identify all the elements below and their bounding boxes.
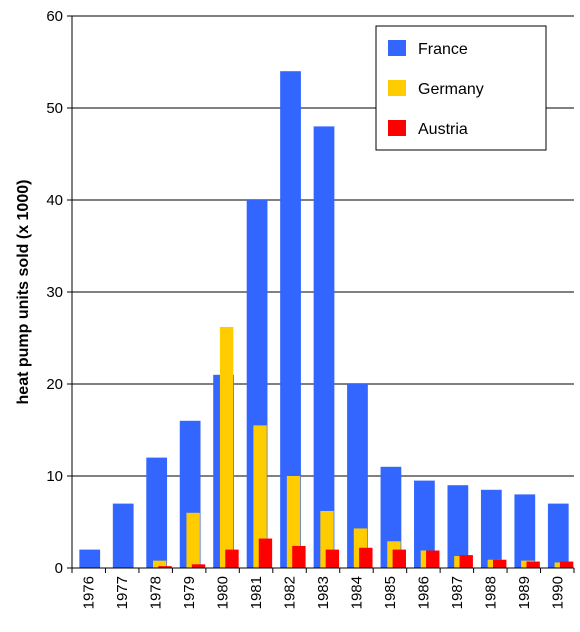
x-tick-label: 1979 (181, 576, 198, 609)
x-tick-label: 1988 (482, 576, 499, 609)
x-tick-label: 1987 (449, 576, 466, 609)
x-tick-label: 1976 (81, 576, 98, 609)
x-tick-label: 1981 (248, 576, 265, 609)
x-tick-label: 1990 (549, 576, 566, 609)
bar-austria-1981 (258, 538, 273, 568)
legend-swatch-austria (388, 120, 406, 136)
bar-france-1982 (280, 71, 301, 568)
bar-germany-1981 (253, 425, 267, 568)
x-tick-label: 1980 (215, 576, 232, 609)
bar-austria-1980 (225, 549, 239, 568)
bar-germany-1980 (219, 326, 234, 568)
bar-france-1989 (514, 494, 536, 568)
bar-austria-1983 (325, 549, 340, 568)
bars (79, 71, 574, 569)
x-tick-label: 1984 (348, 576, 365, 609)
bar-austria-1990 (559, 561, 574, 568)
bar-germany-1978 (152, 560, 167, 568)
legend: France Germany Austria (375, 25, 547, 151)
bar-france-1987 (447, 485, 469, 568)
bar-france-1988 (480, 489, 502, 568)
bar-france-1983 (313, 126, 335, 569)
y-axis-title: heat pump units sold (x 1000) (15, 180, 32, 405)
bar-austria-1984 (359, 547, 373, 568)
bar-austria-1986 (426, 550, 440, 568)
x-tick-label: 1983 (315, 576, 332, 609)
x-tick-label: 1989 (516, 576, 533, 609)
axes (67, 15, 575, 573)
bar-france-1976 (79, 549, 101, 568)
y-tick-label: 40 (46, 192, 63, 209)
x-tick-label: 1986 (415, 576, 432, 609)
x-tick-label: 1985 (382, 576, 399, 609)
bar-germany-1982 (286, 476, 301, 568)
bar-austria-1985 (392, 549, 406, 568)
bar-germany-1979 (186, 512, 200, 568)
y-tick-label: 10 (46, 468, 63, 485)
legend-label-austria: Austria (418, 121, 468, 138)
bar-france-1986 (414, 480, 435, 568)
y-tick-label: 50 (46, 100, 63, 117)
x-tick-labels: 1976 1977 1978 1979 1980 1981 1982 1983 1984 1985… (81, 576, 567, 609)
bar-austria-1982 (292, 545, 306, 568)
x-tick-label: 1978 (148, 576, 165, 609)
legend-swatch-germany (388, 80, 406, 96)
y-tick-label: 0 (55, 560, 63, 577)
legend-label-germany: Germany (418, 81, 484, 98)
y-tick-labels: 0 10 20 30 40 50 60 (46, 8, 63, 577)
bar-austria-1989 (526, 561, 540, 568)
x-tick-label: 1977 (114, 576, 131, 609)
bar-austria-1979 (191, 564, 206, 568)
bar-austria-1987 (459, 555, 473, 568)
bar-france-1984 (347, 384, 368, 568)
bar-austria-1978 (158, 566, 172, 568)
bar-austria-1988 (493, 559, 507, 568)
y-tick-label: 30 (46, 284, 63, 301)
y-tick-label: 20 (46, 376, 63, 393)
x-tick-label: 1982 (282, 576, 299, 609)
bar-france-1977 (112, 503, 134, 568)
bar-france-1990 (547, 503, 569, 568)
legend-label-france: France (418, 41, 468, 58)
legend-swatch-france (388, 40, 406, 56)
bar-france-1978 (146, 457, 168, 568)
y-tick-label: 60 (46, 8, 63, 25)
